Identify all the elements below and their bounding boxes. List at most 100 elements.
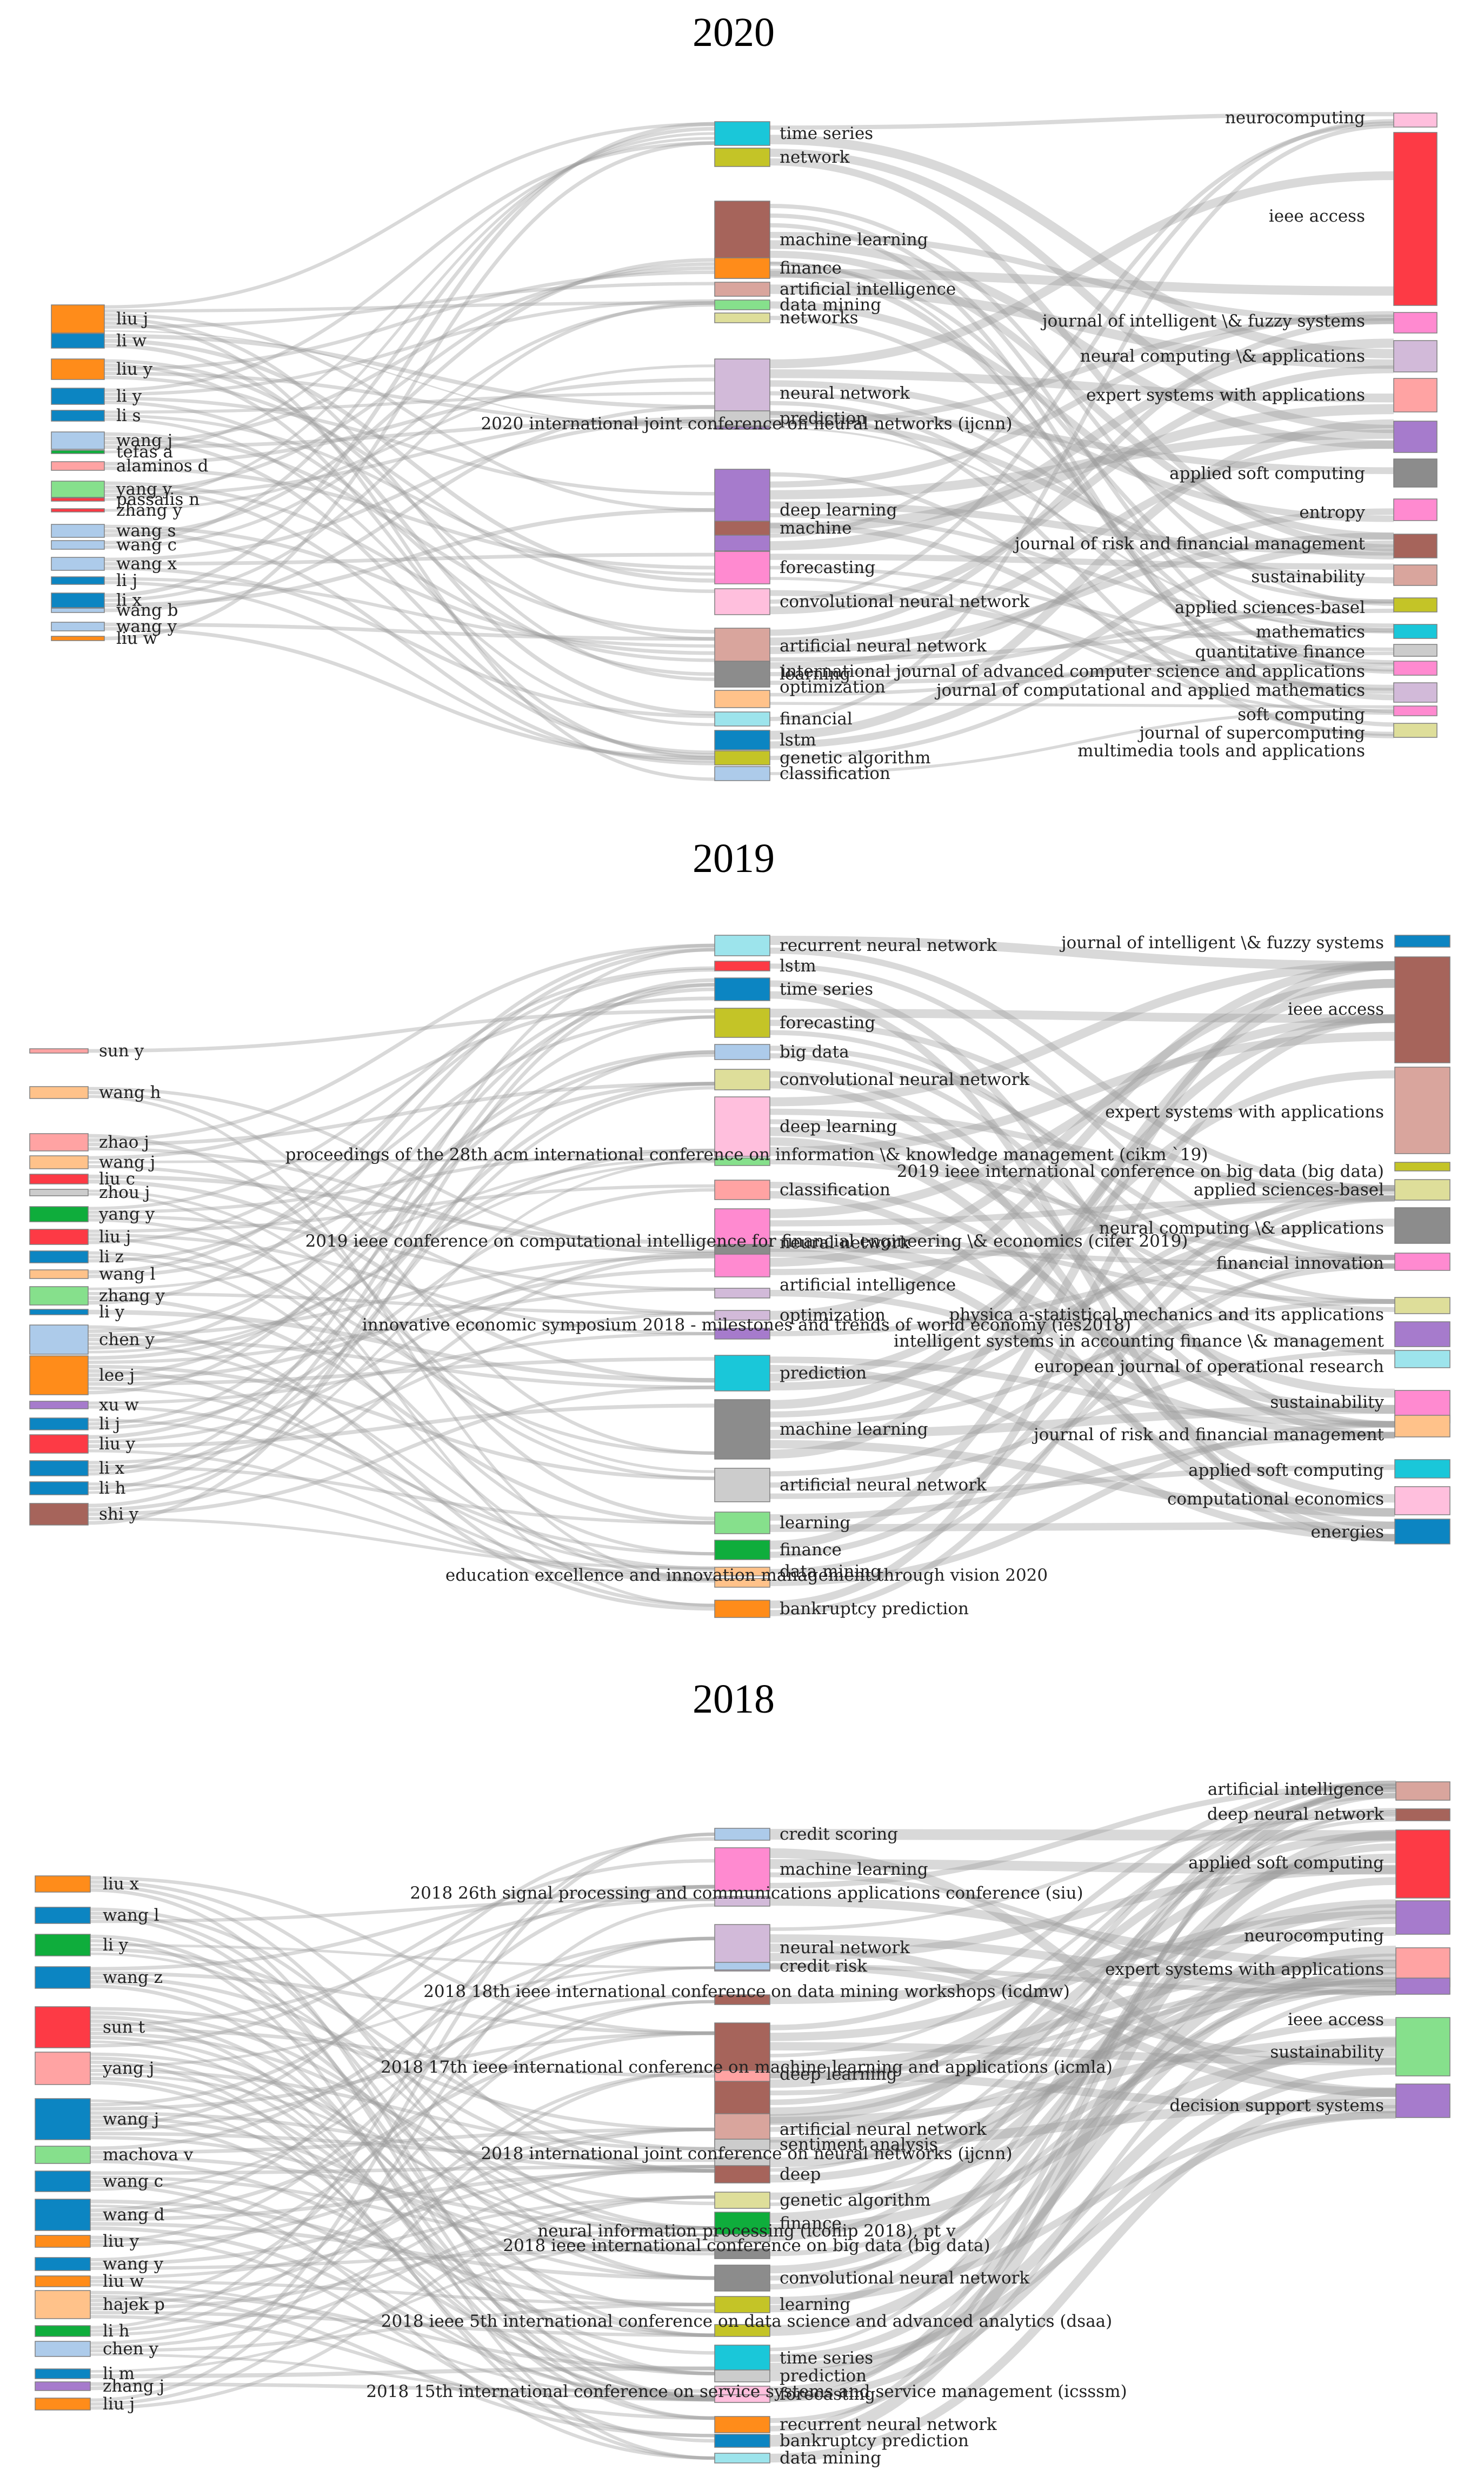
flow-author-keyword: [90, 1934, 715, 2375]
author-node: [51, 524, 105, 538]
flow-keyword-venue: [769, 1810, 1396, 2352]
flow-keyword-venue: [769, 1896, 1396, 1969]
flow-keyword-venue: [769, 427, 1394, 634]
venue-label: mathematics: [1256, 622, 1365, 642]
flow-author-keyword: [104, 266, 715, 445]
flow-keyword-venue: [769, 369, 1394, 403]
keyword-node: [714, 1567, 770, 1576]
venue-node: [1394, 1162, 1450, 1171]
flow-author-keyword: [90, 2076, 715, 2355]
author-label: wang c: [116, 535, 177, 555]
flow-keyword-venue: [769, 261, 1394, 714]
flow-keyword-venue: [769, 1191, 1395, 1542]
flow-author-keyword: [88, 1387, 715, 1572]
flow-author-keyword: [88, 1311, 715, 1464]
author-node: [29, 1086, 89, 1099]
flow-author-keyword: [90, 2294, 715, 2438]
flow-keyword-venue: [769, 1865, 1396, 1961]
keyword-node: [714, 1355, 770, 1392]
flow-author-keyword: [90, 2248, 715, 2271]
keyword-label: time series: [780, 2348, 873, 2368]
keyword-node: [714, 2416, 770, 2433]
flow-author-keyword: [90, 2238, 715, 2373]
flow-author-keyword: [88, 1287, 715, 1364]
flow-author-keyword: [90, 2073, 715, 2236]
author-label: wang y: [116, 617, 177, 636]
flow-author-keyword: [88, 1015, 715, 1263]
flow-author-keyword: [104, 529, 715, 765]
flow-keyword-venue: [769, 590, 1394, 691]
flow-author-keyword: [90, 1903, 715, 2402]
flow-keyword-venue: [769, 121, 1394, 538]
venue-label: energies: [1311, 1522, 1385, 1542]
flow-keyword-venue: [769, 1977, 1396, 2281]
keyword-node: [714, 1847, 770, 1892]
author-label: liu w: [103, 2272, 144, 2291]
keyword-label: 2018 17th ieee international conference …: [381, 2058, 1113, 2077]
venue-node: [1395, 1808, 1450, 1821]
flow-author-keyword: [90, 2068, 715, 2151]
flow-author-keyword: [88, 1482, 715, 1577]
author-node: [35, 1934, 91, 1956]
keyword-node: [714, 730, 770, 750]
flow-author-keyword: [104, 334, 715, 409]
flow-author-keyword: [90, 2165, 715, 2175]
flow-author-keyword: [88, 1309, 715, 1383]
flow-author-keyword: [88, 1184, 715, 1233]
keyword-node: [714, 661, 770, 688]
venue-label: applied soft computing: [1169, 464, 1365, 483]
keyword-label: genetic algorithm: [780, 748, 931, 768]
flow-keyword-venue: [769, 1787, 1396, 2241]
author-node: [35, 2290, 91, 2319]
keyword-node: [714, 551, 770, 584]
author-label: li y: [116, 387, 142, 406]
author-node: [35, 2052, 91, 2085]
keyword-label: recurrent neural network: [780, 936, 997, 955]
author-label: zhao j: [99, 1133, 149, 1152]
flow-author-keyword: [88, 1405, 715, 1556]
venue-label: deep neural network: [1207, 1805, 1384, 1824]
flow-author-keyword: [88, 1164, 715, 1315]
flow-author-keyword: [88, 1237, 715, 1556]
author-node: [35, 2146, 91, 2164]
keyword-label: 2018 ieee 5th international conference o…: [381, 2312, 1113, 2331]
flow-keyword-venue: [769, 651, 1394, 697]
flow-author-keyword: [104, 363, 715, 760]
keyword-node: [714, 2324, 770, 2337]
venue-label: international journal of advanced comput…: [781, 662, 1365, 681]
flow-keyword-venue: [769, 1972, 1396, 2167]
flow-keyword-venue: [769, 270, 1394, 701]
flow-author-keyword: [104, 552, 715, 566]
flow-keyword-venue: [769, 1263, 1395, 1477]
flow-author-keyword: [88, 943, 715, 1274]
flow-author-keyword: [104, 401, 715, 676]
flow-author-keyword: [90, 2000, 715, 2333]
flow-links: [90, 1780, 1396, 2463]
venue-node: [1395, 2083, 1450, 2118]
flow-keyword-venue: [769, 391, 1394, 604]
flow-keyword-venue: [769, 1356, 1395, 1428]
keyword-label: 2018 18th ieee international conference …: [423, 1982, 1070, 2001]
flow-author-keyword: [90, 2165, 715, 2336]
author-label: li h: [103, 2321, 130, 2341]
flow-keyword-venue: [769, 401, 1394, 672]
keyword-node: [714, 1512, 770, 1534]
flow-keyword-venue: [769, 1195, 1395, 1418]
flow-links: [104, 112, 1394, 781]
flow-author-keyword: [104, 375, 715, 594]
venue-label: sustainability: [1251, 567, 1365, 587]
flow-author-keyword: [104, 485, 715, 754]
flow-author-keyword: [88, 1087, 715, 1253]
keyword-node: [714, 427, 770, 430]
keyword-label: 2018 international joint conference on n…: [481, 2144, 1012, 2163]
flow-keyword-venue: [769, 1255, 1395, 1336]
flow-author-keyword: [90, 2000, 715, 2262]
flow-keyword-venue: [769, 1195, 1395, 1227]
keyword-node: [714, 628, 770, 664]
venue-node: [1394, 1519, 1450, 1544]
flow-keyword-venue: [769, 1808, 1396, 2058]
author-node: [51, 358, 105, 380]
author-label: liu w: [116, 629, 158, 648]
flow-author-keyword: [90, 2183, 715, 2460]
